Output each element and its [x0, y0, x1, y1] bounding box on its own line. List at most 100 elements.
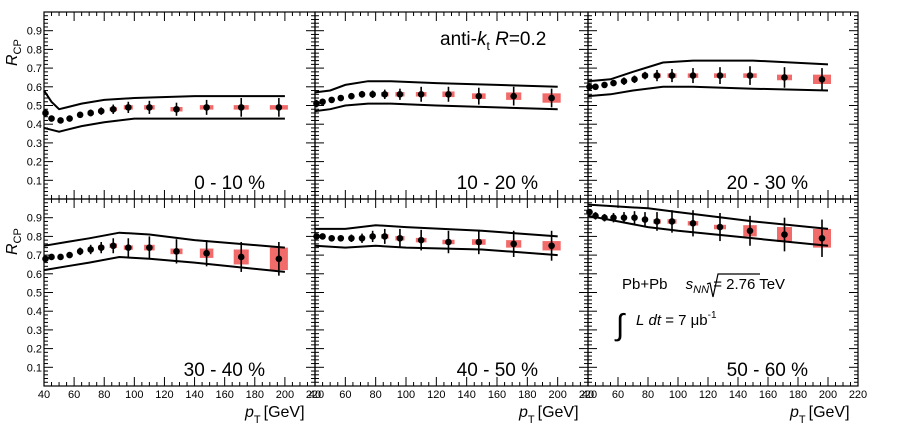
x-tick-label: 120	[155, 389, 173, 401]
data-point	[328, 96, 335, 104]
data-point	[66, 251, 73, 259]
y-label-sub: CP	[12, 228, 24, 243]
data-point	[328, 234, 335, 242]
luminosity-label: L dt = 7 μb-1	[636, 310, 717, 329]
x-label-p: p	[244, 404, 254, 421]
x-label-unit: [GeV]	[538, 404, 579, 421]
jet-label-k: k	[477, 29, 488, 50]
panel-2: 10 - 20 %	[313, 11, 589, 200]
x-label-p: p	[789, 404, 799, 421]
centrality-label: 40 - 50 %	[457, 360, 538, 381]
uncertainty-band-upper	[315, 224, 558, 238]
data-point	[87, 246, 94, 253]
x-tick-label: 60	[68, 389, 80, 401]
panels-group: 0.1 0.2 0.3 0.4 0.5 0.6 0.7 0.8 0.9 0 - 10 % 10 - …	[27, 11, 867, 401]
panel-6: 40 60 80 100 120 140 160 180 200 220 50 - 60 %	[582, 198, 867, 401]
x-tick-label: 160	[215, 389, 233, 401]
x-tick-label: 80	[642, 389, 654, 401]
data-point	[653, 72, 661, 79]
x-label-sub: T	[799, 414, 806, 426]
uncertainty-band-upper	[43, 231, 285, 249]
data-point	[381, 90, 389, 98]
data-point	[369, 90, 376, 98]
data-point	[610, 214, 617, 221]
data-point	[87, 109, 94, 117]
data-point	[631, 214, 638, 221]
y-tick-label: 0.3	[27, 325, 42, 337]
y-tick-label: 0.4	[27, 119, 42, 131]
y-tick-label: 0.5	[27, 101, 42, 113]
x-tick-label: 220	[579, 389, 597, 401]
data-point	[601, 81, 608, 89]
data-point	[475, 238, 483, 246]
data-point	[109, 242, 117, 250]
data-point	[57, 253, 64, 261]
data-point	[716, 223, 724, 231]
data-point	[97, 107, 105, 115]
panel-frame	[587, 11, 859, 200]
x-axis-label-col3: pT [GeV]	[789, 404, 850, 426]
centrality-label: 30 - 40 %	[184, 360, 265, 381]
data-point	[396, 90, 404, 98]
y-axis-label-top: RCP	[4, 39, 24, 66]
data-point	[381, 233, 389, 240]
data-point	[57, 117, 64, 124]
uncertainty-band-upper	[314, 80, 558, 94]
y-tick-label: 0.2	[27, 344, 42, 356]
data-point	[548, 242, 555, 250]
y-tick-label: 0.9	[27, 26, 42, 38]
x-tick-label: 140	[457, 389, 475, 401]
centrality-label: 50 - 60 %	[727, 360, 808, 381]
data-point	[203, 104, 210, 111]
x-label-unit: [GeV]	[264, 404, 305, 421]
lumi-post: = 7 μb	[661, 312, 708, 329]
data-point	[631, 76, 638, 83]
data-point	[689, 220, 697, 227]
y-axis-label-bottom: RCP	[4, 228, 24, 255]
x-tick-label: 40	[582, 389, 594, 401]
data-point	[510, 240, 517, 248]
jet-label-r: R	[490, 29, 509, 50]
x-tick-label: 120	[699, 389, 717, 401]
centrality-label: 0 - 10 %	[194, 173, 265, 194]
y-tick-label: 0.6	[27, 82, 42, 94]
y-tick-label: 0.2	[27, 157, 42, 169]
data-point	[369, 233, 376, 240]
uncertainty-band-upper	[587, 203, 829, 230]
data-point	[668, 72, 676, 79]
lumi-l: L	[636, 312, 644, 329]
jet-algorithm-label: anti-kt R=0.2	[440, 29, 546, 53]
x-tick-label: 100	[397, 389, 415, 401]
data-point	[358, 90, 366, 98]
data-point	[653, 218, 661, 225]
data-point	[173, 248, 180, 255]
jet-label-pre: anti-	[440, 29, 477, 50]
data-point	[125, 244, 132, 251]
lumi-sup: -1	[708, 310, 717, 321]
uncertainty-band-lower	[587, 85, 829, 98]
data-point	[173, 105, 180, 113]
data-point	[348, 92, 355, 100]
sqrt-symbol	[706, 273, 760, 298]
data-point	[818, 76, 826, 83]
x-label-sub: T	[254, 414, 261, 426]
x-tick-label: 120	[427, 389, 445, 401]
data-point	[641, 216, 649, 223]
data-point	[445, 238, 452, 246]
data-point	[237, 104, 245, 111]
data-point	[601, 214, 608, 221]
uncertainty-band-lower	[43, 255, 286, 273]
uncertainty-band-upper	[587, 59, 829, 83]
x-tick-label: 220	[849, 389, 867, 401]
y-tick-label: 0.9	[27, 213, 42, 225]
jet-label-k-sub: t	[486, 39, 490, 53]
data-point	[818, 234, 826, 242]
data-point	[417, 236, 425, 244]
data-point	[125, 104, 132, 111]
panel-3: 20 - 30 %	[586, 11, 859, 200]
collision-s: s	[686, 276, 694, 293]
x-axis-label-col2: pT [GeV]	[518, 404, 579, 426]
panel-4: 0.1 0.2 0.3 0.4 0.5 0.6 0.7 0.8 0.9 40 60 80 100 120 1…	[27, 198, 324, 401]
x-tick-label: 180	[518, 389, 536, 401]
